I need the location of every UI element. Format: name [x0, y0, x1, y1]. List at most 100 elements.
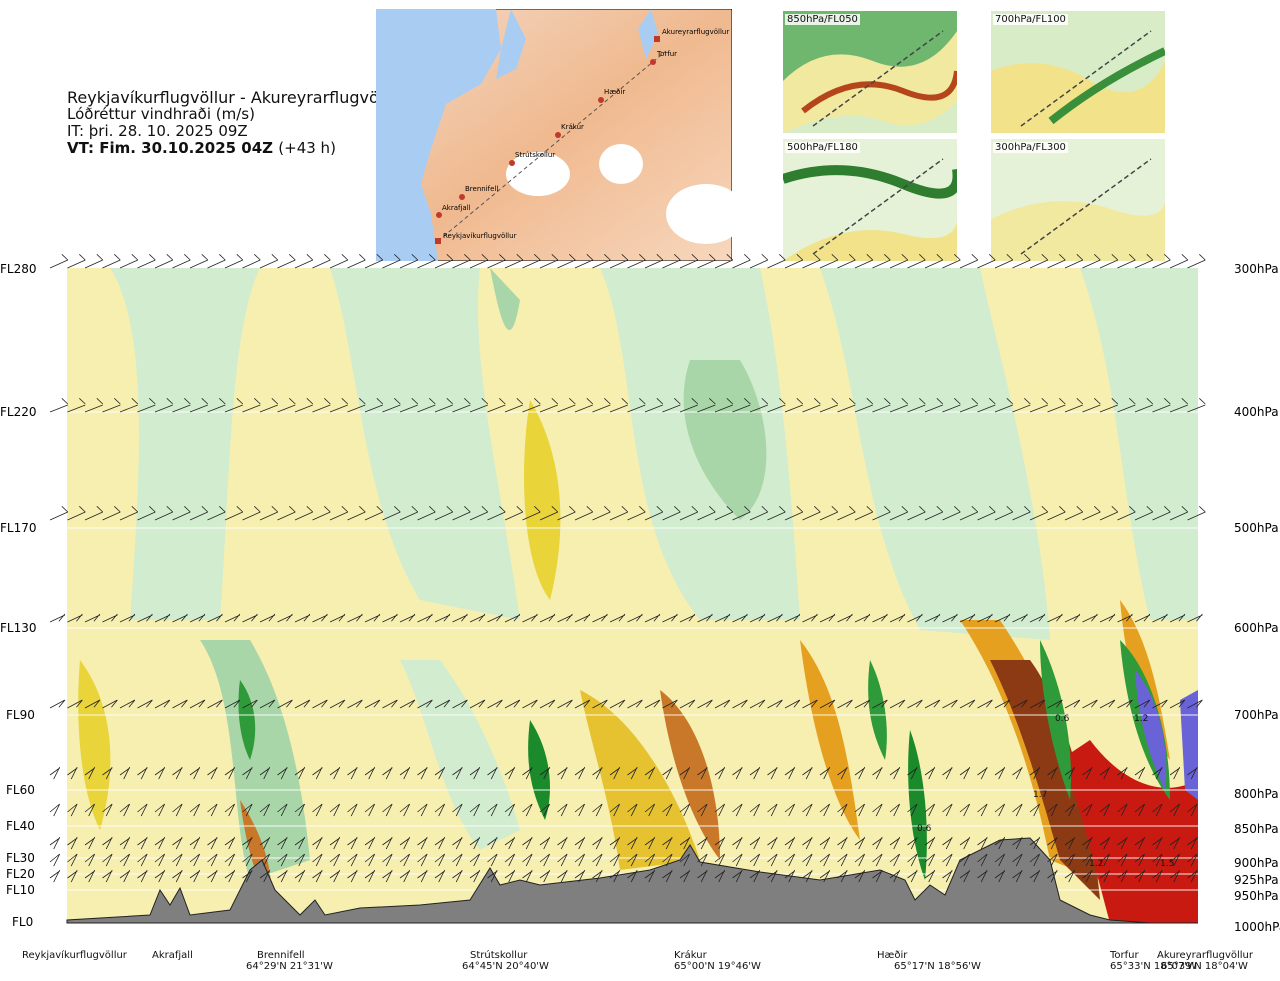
wind-barb	[1187, 869, 1198, 883]
wind-barb	[1117, 853, 1128, 867]
wind-barb	[1082, 398, 1101, 413]
wind-barb	[854, 853, 866, 867]
wind-barb	[784, 869, 796, 883]
wind-barb	[1134, 803, 1146, 817]
wind-barb	[784, 398, 804, 413]
wind-barb	[784, 836, 796, 850]
wind-barb	[557, 613, 573, 623]
wind-barb	[732, 869, 743, 883]
waypoint-marker	[436, 212, 442, 218]
wind-barb	[329, 398, 349, 413]
y-tick-left: FL130	[0, 621, 37, 635]
wind-barb	[557, 803, 568, 817]
wind-barb	[697, 699, 713, 709]
wind-barb	[1187, 836, 1198, 850]
y-axis-right: 300hPa 400hPa 500hPa 600hPa 700hPa 800hP…	[1234, 262, 1280, 934]
wind-barb	[1169, 766, 1181, 780]
contour-labels: 0.6 1.2 1.7 0.6 1.2 1.5	[917, 714, 1174, 869]
wind-barb	[137, 836, 148, 850]
wind-barb	[767, 766, 778, 780]
wind-barb	[627, 254, 646, 269]
wind-barb	[154, 766, 166, 780]
wind-barb	[224, 254, 244, 269]
y-tick-right: 400hPa	[1234, 405, 1279, 419]
wind-barb	[382, 869, 393, 883]
y-tick-right: 900hPa	[1234, 856, 1279, 870]
station-label: Torfur 65°33'N 18°07'W	[1110, 950, 1197, 972]
y-tick-right: 600hPa	[1234, 621, 1279, 635]
wind-barb	[49, 836, 61, 850]
waypoint-marker	[509, 160, 515, 166]
route-map: Akureyrarflugvöllur Torfur Hæðir Krákur …	[376, 9, 732, 261]
wind-barb	[1047, 803, 1058, 817]
wind-barb	[382, 613, 398, 623]
wind-barb	[1012, 398, 1031, 413]
wind-barb	[749, 836, 761, 850]
wind-barb	[382, 254, 401, 269]
wind-barb	[1152, 699, 1168, 709]
wind-barb	[627, 506, 646, 521]
wind-barb	[749, 613, 766, 623]
wind-barb	[119, 803, 131, 817]
wind-barb	[907, 398, 926, 413]
wind-barb	[644, 869, 656, 883]
wind-barb	[977, 766, 988, 780]
wind-barb	[837, 506, 856, 521]
wind-barb	[312, 613, 328, 623]
wind-barb	[487, 869, 498, 883]
wind-barb	[994, 506, 1014, 521]
wind-barb	[382, 803, 393, 817]
wind-barb	[1047, 853, 1058, 867]
wind-barb	[959, 506, 979, 521]
wind-barb	[522, 869, 533, 883]
wind-barb	[574, 869, 586, 883]
wind-barb	[522, 254, 541, 269]
wind-barb	[137, 869, 148, 883]
wind-barb	[907, 836, 918, 850]
wind-barb	[749, 506, 769, 521]
wind-barb	[49, 853, 61, 867]
wind-barb	[1082, 869, 1093, 883]
wind-barb	[382, 506, 401, 521]
wind-barb	[749, 699, 766, 709]
wind-barb	[49, 613, 66, 623]
wind-barb	[364, 766, 376, 780]
wind-barb	[522, 506, 541, 521]
wind-barb	[889, 699, 906, 709]
wind-barb	[679, 506, 699, 521]
wind-barb	[1152, 613, 1168, 623]
wind-barb	[1029, 613, 1046, 623]
y-tick-left: FL280	[0, 262, 37, 276]
wind-barb	[627, 613, 643, 623]
wind-barb	[784, 699, 801, 709]
wind-barb	[854, 506, 874, 521]
wind-barb	[417, 699, 433, 709]
waypoint-label: Brennifell	[465, 185, 498, 193]
y-axis-left: FL280 FL220 FL170 FL130 FL90 FL60 FL40 F…	[0, 262, 37, 929]
wind-barb	[714, 398, 734, 413]
wind-barb	[907, 766, 918, 780]
wind-barb	[417, 254, 436, 269]
wind-barb	[417, 836, 428, 850]
wind-barb	[434, 613, 451, 623]
wind-barb	[294, 506, 314, 521]
wind-barb	[224, 836, 236, 850]
chart-title-block: Reykjavíkurflugvöllur - Akureyrarflugvöl…	[67, 89, 404, 157]
wind-barb	[959, 766, 971, 780]
wind-barb	[1169, 836, 1181, 850]
wind-barb	[119, 398, 139, 413]
wind-barb	[557, 506, 576, 521]
wind-barb	[924, 506, 944, 521]
wind-barb	[1169, 803, 1181, 817]
wind-barb	[802, 766, 813, 780]
mini-map-850: 850hPa/FL050	[783, 11, 960, 133]
wind-barb	[452, 869, 463, 883]
wind-barb	[872, 506, 891, 521]
wind-barb	[1152, 836, 1163, 850]
wind-barb	[802, 853, 813, 867]
wind-barb	[487, 853, 498, 867]
waypoint-label: Krákur	[561, 123, 584, 131]
wind-barb	[872, 398, 891, 413]
wind-barb	[294, 398, 314, 413]
wind-barb	[469, 613, 486, 623]
